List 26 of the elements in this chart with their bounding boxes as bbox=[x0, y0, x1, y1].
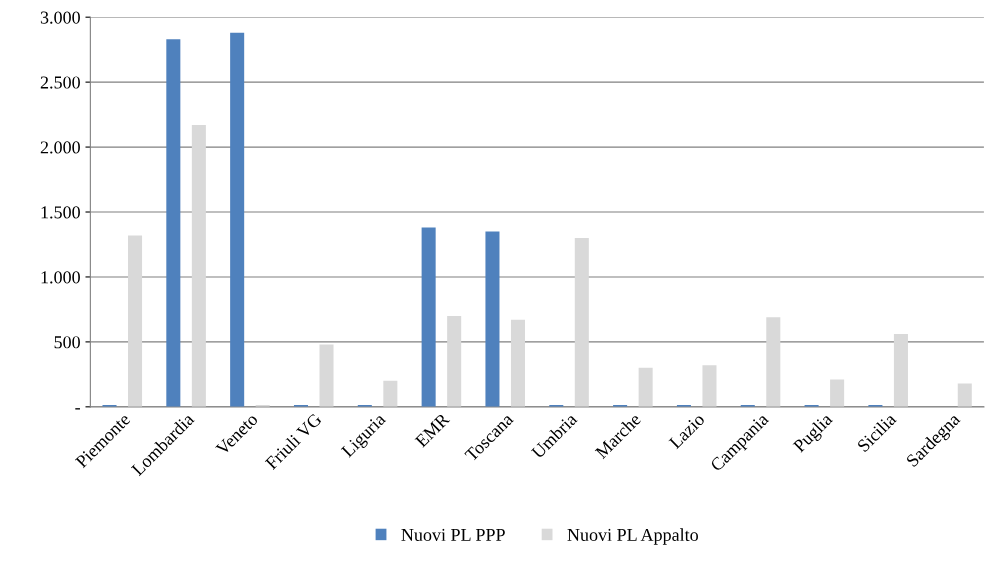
y-tick-label: 2.500 bbox=[40, 76, 80, 89]
legend-label: Nuovi PL PPP bbox=[401, 528, 505, 541]
bar bbox=[510, 319, 526, 407]
bar bbox=[447, 315, 462, 407]
y-tick-label: 3.000 bbox=[40, 11, 80, 24]
bar bbox=[893, 334, 908, 407]
bar bbox=[191, 124, 206, 407]
bar bbox=[830, 379, 845, 407]
bar bbox=[702, 365, 717, 407]
bar bbox=[638, 367, 653, 407]
y-tick-label: - bbox=[75, 408, 80, 410]
legend-label: Nuovi PL Appalto bbox=[567, 528, 698, 545]
bar bbox=[485, 231, 500, 407]
bar bbox=[230, 32, 245, 407]
y-tick-label: 1.000 bbox=[41, 271, 80, 284]
bar bbox=[319, 344, 334, 407]
bar bbox=[957, 383, 972, 407]
bar bbox=[421, 227, 436, 407]
y-tick-label: 500 bbox=[54, 336, 80, 349]
bar bbox=[766, 317, 781, 407]
bar bbox=[166, 39, 181, 407]
bar bbox=[574, 237, 589, 407]
bar bbox=[383, 380, 398, 407]
y-tick-label: 2.000 bbox=[40, 141, 80, 154]
bar bbox=[128, 235, 143, 407]
y-tick-label: 1.500 bbox=[41, 206, 80, 219]
